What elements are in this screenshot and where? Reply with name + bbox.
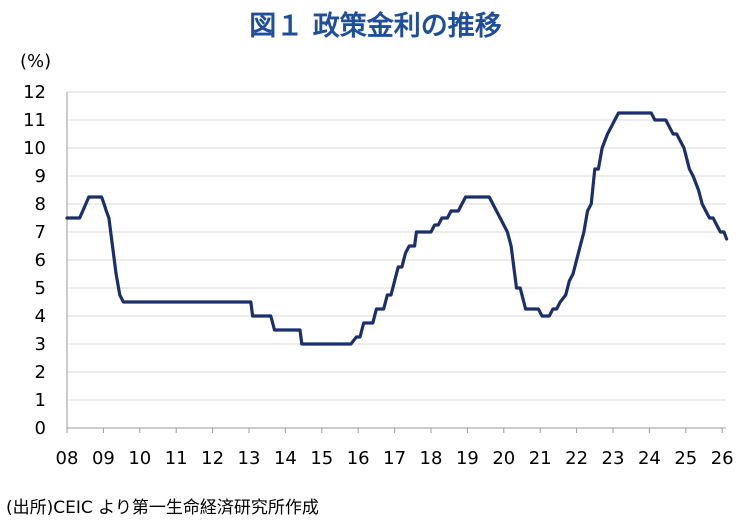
y-tick-label: 3 — [35, 334, 46, 355]
y-tick-label: 11 — [23, 110, 46, 131]
x-tick-label: 21 — [529, 448, 552, 469]
y-tick-label: 5 — [35, 278, 46, 299]
x-axis-tick-marks — [66, 428, 723, 433]
y-tick-label: 0 — [35, 418, 46, 439]
x-tick-label: 24 — [638, 448, 661, 469]
x-axis-tick-labels: 08 09 10 11 12 13 14 15 16 17 18 19 20 21 22 23 24 25 26 — [56, 448, 734, 469]
x-tick-label: 26 — [711, 448, 734, 469]
x-tick-label: 18 — [420, 448, 443, 469]
y-tick-label: 10 — [23, 138, 46, 159]
x-tick-label: 16 — [347, 448, 370, 469]
x-tick-label: 25 — [674, 448, 697, 469]
x-tick-label: 13 — [238, 448, 261, 469]
gridlines — [67, 91, 726, 401]
chart-title: 図１ 政策金利の推移 — [249, 11, 502, 42]
y-tick-label: 6 — [35, 250, 46, 271]
x-tick-label: 19 — [456, 448, 479, 469]
x-tick-label: 23 — [602, 448, 625, 469]
x-tick-label: 20 — [492, 448, 515, 469]
x-tick-label: 11 — [165, 448, 188, 469]
x-tick-label: 14 — [274, 448, 297, 469]
y-tick-label: 7 — [35, 222, 46, 243]
x-tick-label: 17 — [383, 448, 406, 469]
x-tick-label: 15 — [310, 448, 333, 469]
x-tick-label: 22 — [565, 448, 588, 469]
y-tick-label: 12 — [23, 82, 46, 103]
y-axis-unit-label: (%) — [20, 51, 52, 72]
x-tick-label: 10 — [128, 448, 151, 469]
source-note: (出所)CEIC より第一生命経済研究所作成 — [6, 498, 319, 518]
y-tick-label: 1 — [35, 390, 46, 411]
x-tick-label: 08 — [56, 448, 79, 469]
y-tick-label: 8 — [35, 194, 46, 215]
y-tick-label: 9 — [35, 166, 46, 187]
policy-rate-line — [65, 111, 729, 346]
x-tick-label: 09 — [92, 448, 115, 469]
x-tick-label: 12 — [201, 448, 224, 469]
y-tick-label: 2 — [35, 362, 46, 383]
y-tick-label: 4 — [35, 306, 46, 327]
